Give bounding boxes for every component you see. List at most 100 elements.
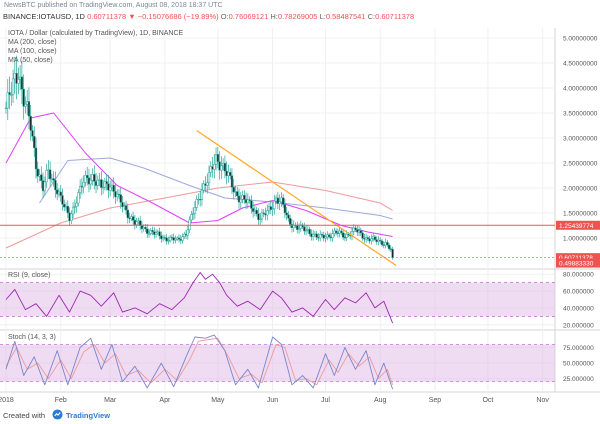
stoch-k-line <box>5 334 394 390</box>
candle-body <box>101 186 105 189</box>
symbol-label: BINANCE:IOTAUSD, 1D <box>3 12 85 21</box>
candle-body <box>147 233 151 235</box>
candle-body <box>84 175 87 183</box>
time-tick-label: Apr <box>159 397 171 404</box>
candle-body <box>93 174 96 182</box>
close-label: C: <box>367 12 376 21</box>
candle-body <box>59 191 62 196</box>
time-tick-label: May <box>211 397 225 404</box>
open-value: 0.76069121 <box>228 12 269 21</box>
candle-body <box>359 230 362 234</box>
candle-body <box>289 218 292 225</box>
candle-body <box>373 236 377 240</box>
candle-body <box>165 237 168 242</box>
candle-body <box>287 214 290 219</box>
candle-body <box>17 79 20 84</box>
candle-body <box>70 213 73 221</box>
candle-body <box>11 78 15 95</box>
candle-body <box>45 170 48 183</box>
candle-body <box>331 233 334 239</box>
candle-body <box>281 197 285 205</box>
candle-body <box>322 234 325 239</box>
candle-body <box>340 230 343 234</box>
time-tick-label: Feb <box>55 397 67 404</box>
tradingview-brand[interactable]: TradingView <box>66 411 111 420</box>
time-tick-label: Oct <box>482 397 493 404</box>
footer: Created with TradingView <box>0 408 600 424</box>
ma100-legend: MA (100, close) <box>8 48 57 55</box>
rsi-line <box>5 272 394 324</box>
symbol-ohlc-row: BINANCE:IOTAUSD, 1D 0.60711378 ▼ −0.1507… <box>3 12 414 21</box>
candle-body <box>89 179 92 185</box>
low-label: L: <box>319 12 326 21</box>
candle-body <box>126 209 129 219</box>
candle-body <box>246 199 249 204</box>
candle-body <box>308 228 311 235</box>
candle-body <box>61 195 64 205</box>
price-tick-label: 2.00000000 <box>563 186 598 193</box>
candle-body <box>207 172 211 183</box>
candle-body <box>100 179 103 188</box>
candle-body <box>255 209 258 214</box>
candle-body <box>230 175 234 188</box>
candle-body <box>116 193 119 198</box>
support-price-badge-label: 1.25439774 <box>559 223 594 230</box>
price-tick-label: 1.00000000 <box>563 236 598 243</box>
close-value: 0.60711378 <box>375 12 415 21</box>
stoch-tick-label: 50.000000 <box>563 361 594 368</box>
candle-body <box>200 189 204 200</box>
candle-body <box>34 147 38 170</box>
overlay-lines <box>0 130 555 266</box>
candle-body <box>6 92 9 109</box>
candle-body <box>312 233 315 237</box>
time-tick-label: Mar <box>104 397 117 404</box>
candle-body <box>105 181 108 184</box>
candle-body <box>177 237 181 240</box>
candle-body <box>52 178 55 181</box>
ma200-legend: MA (200, close) <box>8 39 57 46</box>
candle-body <box>324 236 327 239</box>
tradingview-logo-icon <box>52 409 63 420</box>
candle-body <box>154 232 158 235</box>
candle-body <box>75 202 78 207</box>
rsi-legend: RSI (9, close) <box>8 272 51 279</box>
candle-body <box>190 214 193 221</box>
candle-body <box>379 239 382 242</box>
candle-body <box>257 213 260 220</box>
candle-body <box>10 94 13 96</box>
candle-body <box>22 88 25 107</box>
candle-body <box>73 206 76 208</box>
candle-body <box>354 227 357 231</box>
candle-body <box>206 182 209 186</box>
candle-body <box>193 207 197 214</box>
time-axis: 2018 Feb Mar Apr May Jun Jul Aug Sep Oct Nov <box>0 397 549 404</box>
candle-body <box>109 186 112 191</box>
rsi-tick-label: 60.000000 <box>563 289 594 296</box>
candle-body <box>213 163 216 170</box>
main-legend-title: IOTA / Dollar (calculated by TradingView… <box>8 30 184 37</box>
candle-body <box>303 226 306 232</box>
price-tick-label: 3.50000000 <box>563 111 598 118</box>
candle-body <box>186 229 189 236</box>
tradingview-logo[interactable] <box>52 409 63 420</box>
price-tick-label: 5.00000000 <box>563 36 598 43</box>
candle-body <box>260 212 264 220</box>
candle-body <box>262 212 265 214</box>
time-tick-label: Sep <box>429 397 442 404</box>
candle-body <box>342 232 345 238</box>
candle-body <box>243 195 246 200</box>
candle-body <box>387 244 391 249</box>
time-tick-label: Nov <box>536 397 549 404</box>
candle-body <box>167 240 170 242</box>
ma200-line <box>5 181 393 249</box>
candle-body <box>146 228 149 234</box>
descending-trendline <box>196 130 397 266</box>
candle-body <box>48 169 52 180</box>
candle-body <box>8 92 11 95</box>
candle-body <box>158 231 161 237</box>
candle-body <box>380 240 384 245</box>
low-price-badge <box>556 258 600 268</box>
low-value: 0.58487541 <box>325 12 366 21</box>
candle-body <box>172 237 175 241</box>
